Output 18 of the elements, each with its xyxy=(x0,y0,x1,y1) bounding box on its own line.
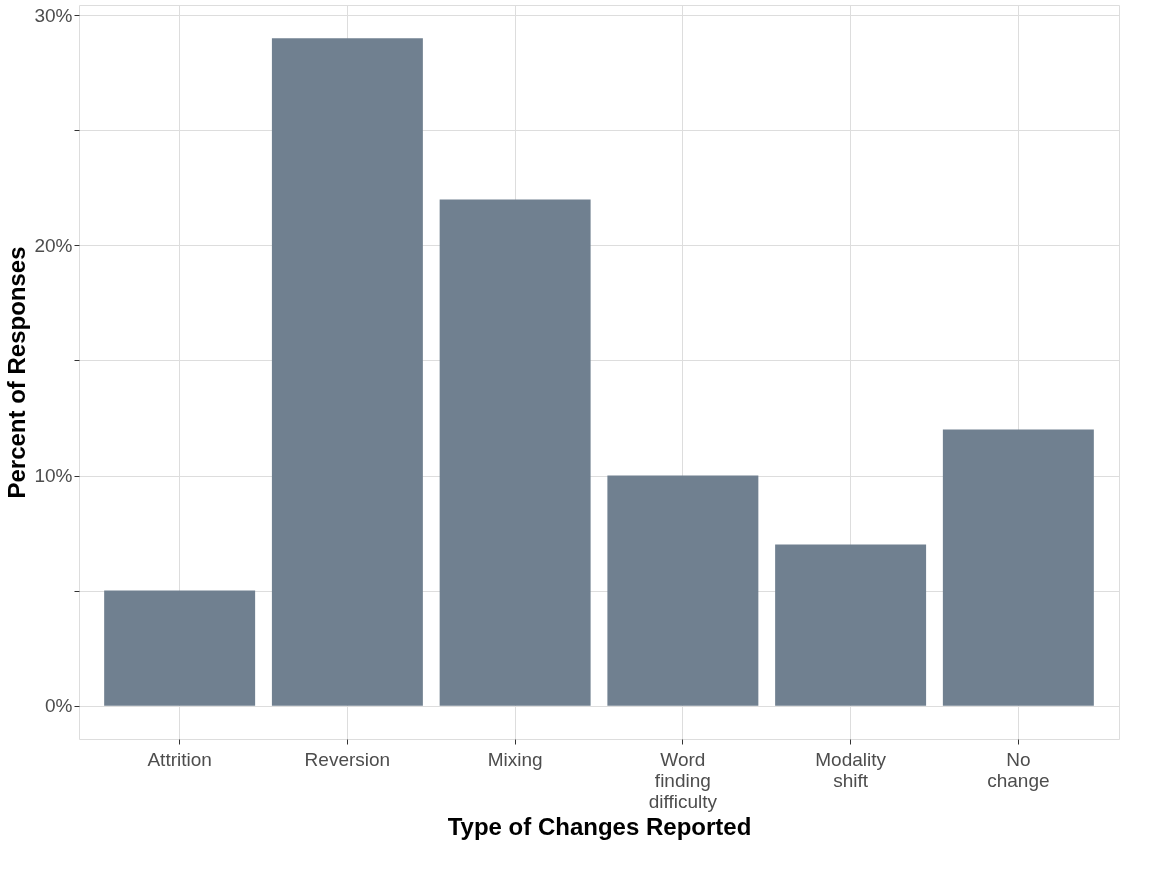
y-tick-label: 10% xyxy=(34,465,73,487)
x-tick-label: Reversion xyxy=(304,748,391,770)
y-axis-title: Percent of Responses xyxy=(3,246,31,499)
y-tick-label: 0% xyxy=(45,695,73,717)
bar xyxy=(104,590,256,706)
x-tick-label: Attrition xyxy=(147,748,212,770)
bar xyxy=(271,38,423,706)
bar xyxy=(607,475,759,706)
y-tick-label: 20% xyxy=(34,234,73,256)
bar xyxy=(775,544,927,706)
x-tick-label: Word finding difficulty xyxy=(648,748,718,812)
x-tick-label: Modality shift xyxy=(815,748,887,791)
bar xyxy=(439,199,591,706)
x-tick-label: Mixing xyxy=(487,748,543,770)
y-tick-label: 30% xyxy=(34,4,73,26)
bar xyxy=(942,429,1094,706)
x-tick-label: No change xyxy=(987,748,1050,791)
x-axis-title: Type of Changes Reported xyxy=(447,812,752,840)
